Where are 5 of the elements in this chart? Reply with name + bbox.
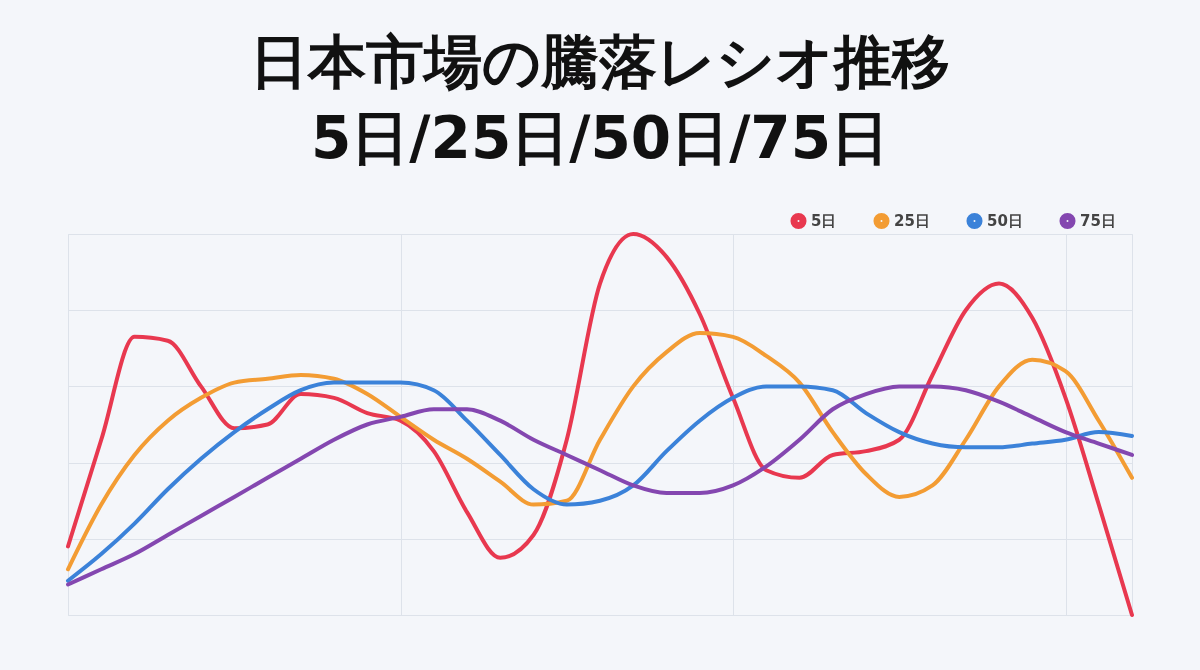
legend-label: 25日 — [894, 211, 930, 230]
legend-label: 5日 — [811, 211, 837, 230]
chart-title: 日本市場の騰落レシオ推移 5日/25日/50日/75日 — [250, 28, 950, 172]
legend-label: 75日 — [1080, 211, 1116, 230]
legend-label: 50日 — [987, 211, 1023, 230]
